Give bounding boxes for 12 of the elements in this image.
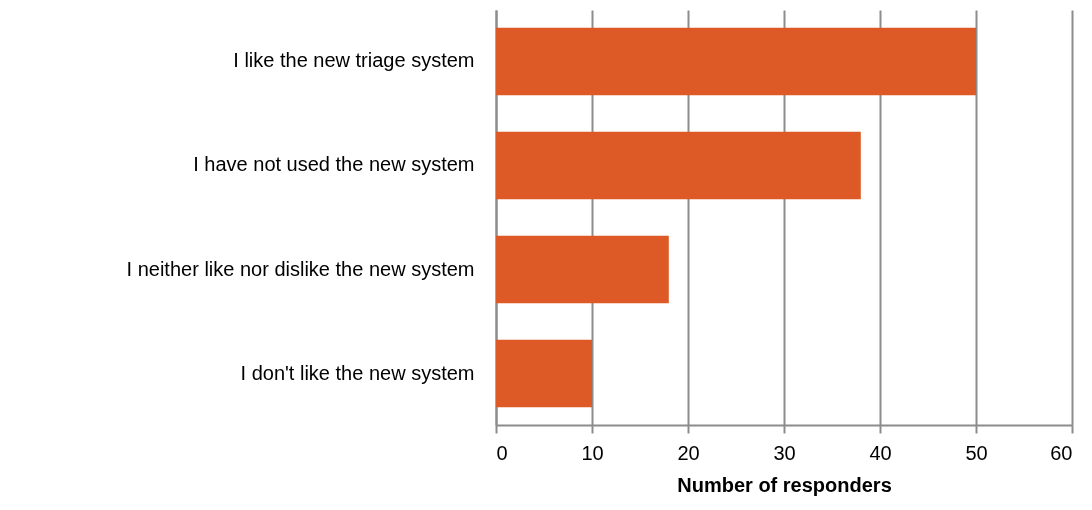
y-tick-label: I like the new triage system: [233, 49, 475, 72]
x-axis-title: Number of responders: [677, 473, 892, 496]
x-tick-label: 50: [965, 441, 988, 464]
x-tick-label: 30: [773, 441, 796, 464]
x-tick-label: 20: [677, 441, 700, 464]
x-tick-label: 60: [1050, 441, 1073, 464]
y-tick-label: I neither like nor dislike the new system: [126, 257, 475, 280]
y-tick-label: I don't like the new system: [240, 361, 475, 384]
y-tick-label: I have not used the new system: [193, 153, 475, 176]
x-tick-label: 10: [581, 441, 604, 464]
x-tick-label: 0: [496, 441, 508, 464]
x-tick-label: 40: [869, 441, 892, 464]
